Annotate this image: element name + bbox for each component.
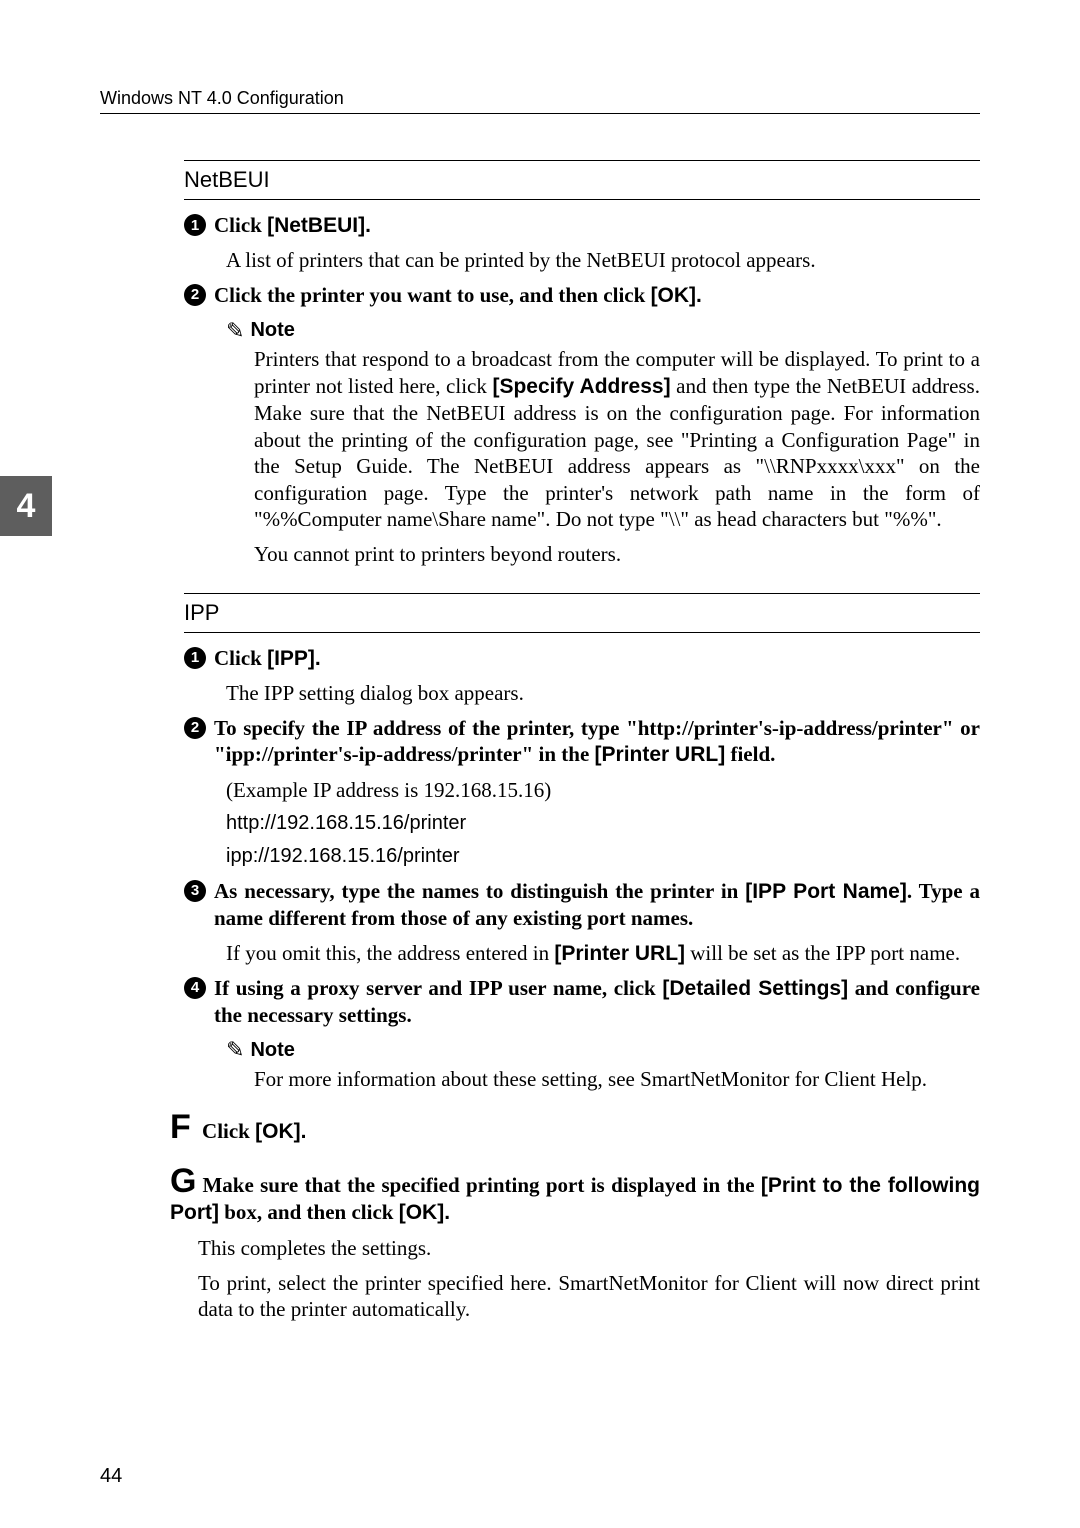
text: Click bbox=[214, 213, 267, 237]
step-text: As necessary, type the names to distingu… bbox=[214, 878, 980, 932]
step-text: Click [NetBEUI]. bbox=[214, 212, 980, 239]
step-bullet-icon: 1 bbox=[184, 214, 206, 236]
text: Click the printer you want to use, and t… bbox=[214, 283, 651, 307]
example-url: ipp://192.168.15.16/printer bbox=[226, 844, 980, 869]
chapter-tab: 4 bbox=[0, 476, 52, 536]
note-body: For more information about these setting… bbox=[254, 1066, 980, 1092]
ui-label: [IPP]. bbox=[267, 647, 321, 670]
step-F: F Click [OK]. bbox=[170, 1110, 980, 1145]
text: If you omit this, the address entered in bbox=[226, 941, 554, 965]
note-icon: ✎ bbox=[226, 1039, 244, 1061]
note-heading: ✎ Note bbox=[226, 319, 980, 342]
content: NetBEUI 1 Click [NetBEUI]. A list of pri… bbox=[184, 160, 980, 1323]
step-G: GMake sure that the specified printing p… bbox=[170, 1164, 980, 1227]
note-heading: ✎ Note bbox=[226, 1039, 980, 1062]
note-body: You cannot print to printers beyond rout… bbox=[254, 541, 980, 567]
ipp-step-1: 1 Click [IPP]. bbox=[184, 645, 980, 672]
note-label: Note bbox=[250, 1039, 294, 1062]
text: As necessary, type the names to distingu… bbox=[214, 879, 745, 903]
closing-text: This completes the settings. bbox=[198, 1235, 980, 1262]
ui-label: [Specify Address] bbox=[492, 375, 670, 398]
ui-label: [OK]. bbox=[651, 284, 702, 307]
ui-label: [NetBEUI]. bbox=[267, 214, 371, 237]
step-subtext: A list of printers that can be printed b… bbox=[226, 247, 980, 273]
step-text: Click [IPP]. bbox=[214, 645, 980, 672]
note-label: Note bbox=[250, 319, 294, 342]
running-header: Windows NT 4.0 Configuration bbox=[100, 88, 980, 114]
page-number: 44 bbox=[100, 1465, 122, 1488]
text: field. bbox=[725, 742, 775, 766]
netbeui-step-1: 1 Click [NetBEUI]. bbox=[184, 212, 980, 239]
ui-label: [Printer URL] bbox=[595, 743, 726, 766]
step-bullet-icon: 1 bbox=[184, 647, 206, 669]
section-title-netbeui: NetBEUI bbox=[184, 160, 980, 200]
ipp-step-2: 2 To specify the IP address of the print… bbox=[184, 715, 980, 769]
step-text: If using a proxy server and IPP user nam… bbox=[214, 975, 980, 1029]
section-title-ipp: IPP bbox=[184, 593, 980, 633]
step-letter: G bbox=[170, 1164, 196, 1198]
step-bullet-icon: 4 bbox=[184, 977, 206, 999]
step-bullet-icon: 2 bbox=[184, 717, 206, 739]
page: Windows NT 4.0 Configuration 4 NetBEUI 1… bbox=[0, 0, 1080, 1528]
step-bullet-icon: 3 bbox=[184, 880, 206, 902]
text: If using a proxy server and IPP user nam… bbox=[214, 976, 662, 1000]
ui-label: [IPP Port Name] bbox=[745, 880, 907, 903]
text: Make sure that the specified printing po… bbox=[202, 1173, 760, 1197]
step-text: To specify the IP address of the printer… bbox=[214, 715, 980, 769]
step-subtext: If you omit this, the address entered in… bbox=[226, 940, 980, 967]
note-icon: ✎ bbox=[226, 320, 244, 342]
step-bullet-icon: 2 bbox=[184, 284, 206, 306]
ui-label: [Printer URL] bbox=[554, 942, 685, 965]
text: box, and then click bbox=[219, 1200, 399, 1224]
text: Click bbox=[214, 646, 267, 670]
step-subtext: The IPP setting dialog box appears. bbox=[226, 680, 980, 706]
closing-text: To print, select the printer specified h… bbox=[198, 1270, 980, 1324]
ipp-step-4: 4 If using a proxy server and IPP user n… bbox=[184, 975, 980, 1029]
ui-label: [OK]. bbox=[255, 1120, 306, 1143]
example-url: http://192.168.15.16/printer bbox=[226, 811, 980, 836]
ui-label: [OK]. bbox=[399, 1201, 450, 1224]
ipp-step-3: 3 As necessary, type the names to distin… bbox=[184, 878, 980, 932]
step-subtext: (Example IP address is 192.168.15.16) bbox=[226, 777, 980, 803]
netbeui-step-2: 2 Click the printer you want to use, and… bbox=[184, 282, 980, 309]
step-text: Click the printer you want to use, and t… bbox=[214, 282, 980, 309]
note-body: Printers that respond to a broadcast fro… bbox=[254, 346, 980, 532]
step-letter: F bbox=[170, 1110, 191, 1144]
text: Click bbox=[202, 1119, 255, 1143]
text: will be set as the IPP port name. bbox=[685, 941, 960, 965]
ui-label: [Detailed Settings] bbox=[662, 977, 848, 1000]
